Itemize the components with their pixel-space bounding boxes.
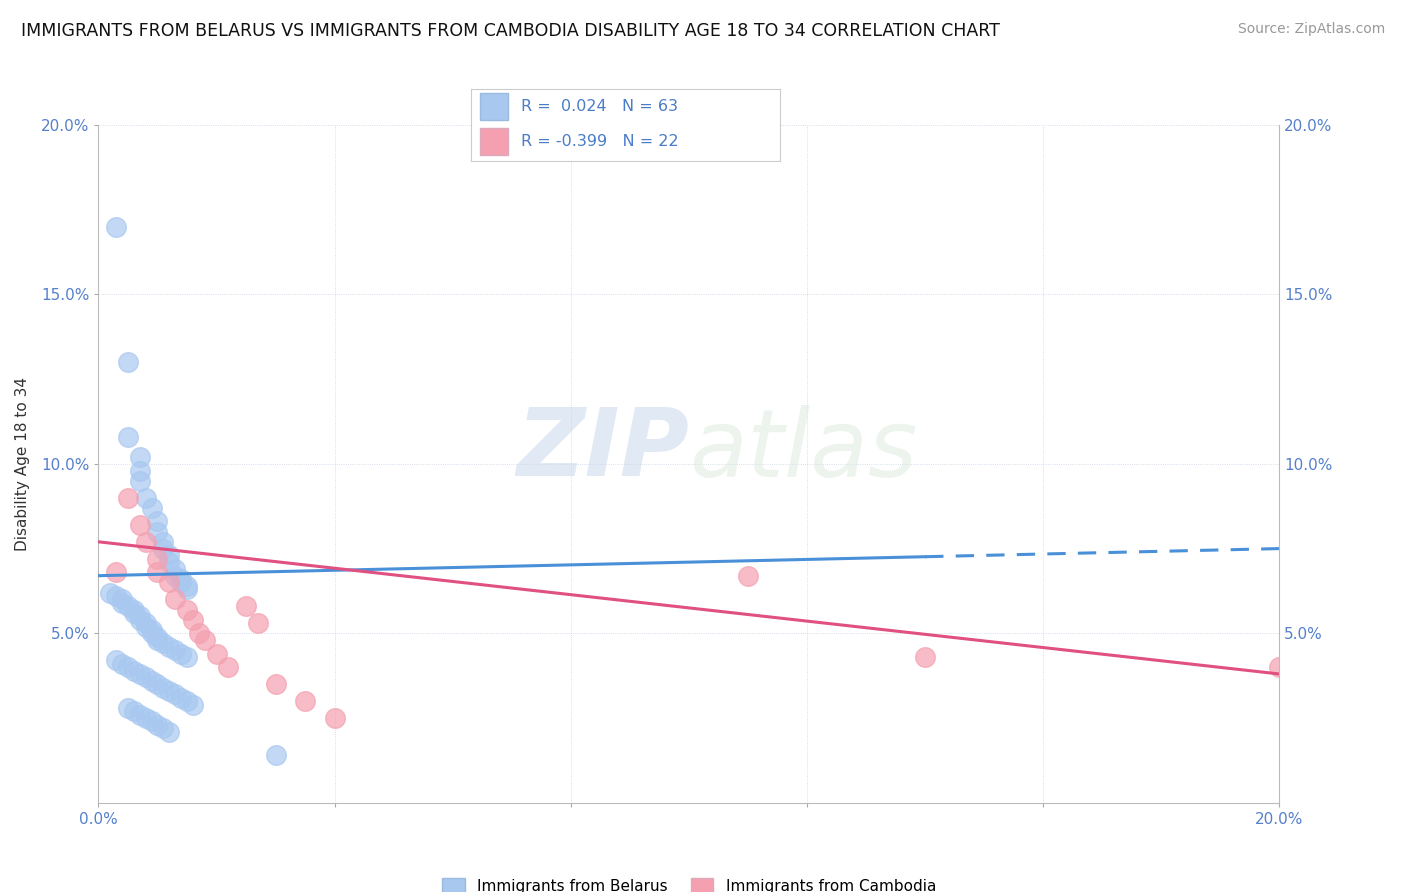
Point — [105, 219, 128, 234]
Point — [128, 517, 150, 532]
Legend: Immigrants from Belarus, Immigrants from Cambodia: Immigrants from Belarus, Immigrants from… — [436, 871, 942, 892]
Point — [152, 681, 174, 695]
Point — [170, 690, 193, 705]
Point — [135, 534, 157, 549]
Bar — [481, 93, 508, 120]
Point — [157, 555, 180, 569]
Point — [176, 582, 198, 597]
Point — [165, 643, 187, 657]
Point — [146, 551, 169, 566]
Point — [105, 653, 128, 667]
Text: R =  0.024   N = 63: R = 0.024 N = 63 — [520, 99, 678, 114]
Point — [176, 579, 198, 593]
Point — [157, 684, 180, 698]
Point — [128, 464, 150, 478]
Point — [141, 673, 163, 688]
Point — [111, 596, 134, 610]
Text: Source: ZipAtlas.com: Source: ZipAtlas.com — [1237, 22, 1385, 37]
Point — [117, 430, 139, 444]
Point — [246, 616, 269, 631]
Point — [235, 599, 257, 614]
Point — [217, 660, 239, 674]
Point — [170, 647, 193, 661]
Point — [176, 650, 198, 665]
Point — [141, 626, 163, 640]
Point — [181, 698, 204, 712]
Point — [105, 566, 128, 580]
Text: atlas: atlas — [689, 405, 917, 496]
Point — [117, 701, 139, 715]
Point — [157, 549, 180, 563]
Point — [165, 687, 187, 701]
Text: R = -0.399   N = 22: R = -0.399 N = 22 — [520, 134, 678, 149]
Point — [165, 568, 187, 582]
Point — [128, 474, 150, 488]
Point — [141, 500, 163, 515]
Point — [264, 748, 287, 763]
Point — [98, 585, 121, 599]
Point — [122, 602, 145, 616]
Point — [165, 592, 187, 607]
Point — [117, 355, 139, 369]
Text: ZIP: ZIP — [516, 404, 689, 496]
Point — [128, 613, 150, 627]
Point — [157, 724, 180, 739]
Point — [146, 677, 169, 691]
Point — [146, 524, 169, 539]
Point — [135, 711, 157, 725]
Point — [122, 606, 145, 620]
Point — [128, 609, 150, 624]
Point — [105, 589, 128, 603]
Point — [146, 633, 169, 648]
Point — [294, 694, 316, 708]
Point — [152, 636, 174, 650]
Point — [170, 575, 193, 590]
Point — [157, 640, 180, 654]
Point — [128, 667, 150, 681]
Point — [135, 616, 157, 631]
Point — [122, 704, 145, 718]
Point — [165, 562, 187, 576]
Point — [176, 602, 198, 616]
Point — [152, 541, 174, 556]
Point — [264, 677, 287, 691]
Point — [1268, 660, 1291, 674]
Point — [128, 450, 150, 464]
Point — [111, 592, 134, 607]
Point — [152, 721, 174, 735]
Point — [128, 707, 150, 722]
Point — [152, 534, 174, 549]
Point — [111, 657, 134, 671]
Point — [141, 623, 163, 637]
Point — [205, 647, 228, 661]
Y-axis label: Disability Age 18 to 34: Disability Age 18 to 34 — [15, 376, 30, 551]
Point — [323, 711, 346, 725]
Point — [141, 714, 163, 729]
Point — [157, 575, 180, 590]
Bar — [481, 128, 508, 155]
Point — [117, 599, 139, 614]
Point — [135, 491, 157, 505]
Point — [170, 572, 193, 586]
Point — [914, 650, 936, 665]
Point — [135, 619, 157, 633]
Point — [146, 515, 169, 529]
Point — [146, 718, 169, 732]
Point — [187, 626, 209, 640]
Point — [194, 633, 217, 648]
Point — [146, 630, 169, 644]
Text: IMMIGRANTS FROM BELARUS VS IMMIGRANTS FROM CAMBODIA DISABILITY AGE 18 TO 34 CORR: IMMIGRANTS FROM BELARUS VS IMMIGRANTS FR… — [21, 22, 1000, 40]
Point — [176, 694, 198, 708]
Point — [181, 613, 204, 627]
Point — [117, 491, 139, 505]
Point — [146, 566, 169, 580]
Point — [737, 568, 759, 582]
Point — [135, 670, 157, 684]
Point — [122, 664, 145, 678]
Point — [117, 660, 139, 674]
